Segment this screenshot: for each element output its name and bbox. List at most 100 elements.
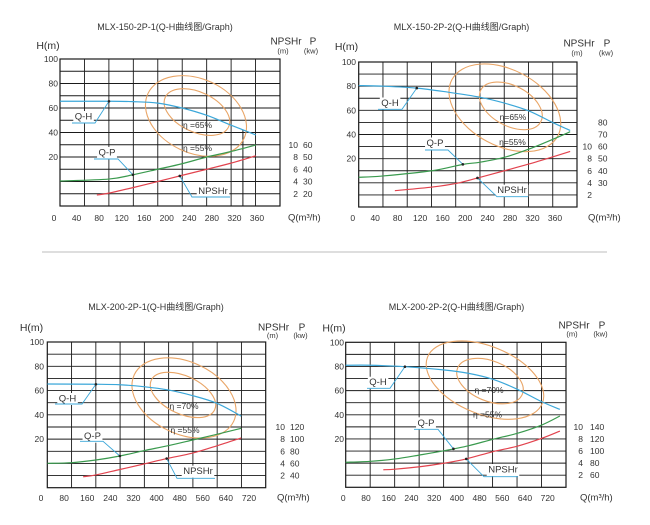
efficiency-label: η=55% <box>499 137 526 147</box>
series-anchor-marker <box>107 99 111 103</box>
y-tick-label: 40 <box>35 410 45 420</box>
y-tick-label: 40 <box>347 130 357 140</box>
x-tick-label: 0 <box>341 493 346 503</box>
chart-mlx-200-2p-2: η =70% η =55% Q-H Q-P NPSHr MLX-200-2P-2(Q-H曲… <box>322 301 612 504</box>
power-tick-label: 40 <box>303 164 313 174</box>
power-tick-label: 80 <box>598 117 608 127</box>
power-tick-label: 100 <box>590 446 604 456</box>
power-unit-label: (kw) <box>593 330 608 339</box>
y-tick-label: 100 <box>342 57 356 67</box>
series-label-leader <box>80 440 121 457</box>
series-label-q-h: Q-H <box>369 377 387 388</box>
series-anchor-marker <box>118 454 122 458</box>
y-axis-label: H(m) <box>322 322 345 334</box>
x-tick-label: 480 <box>472 493 486 503</box>
series-label-leader <box>367 366 406 389</box>
power-tick-label: 50 <box>598 154 608 164</box>
npshr-unit-label: (m) <box>267 331 279 340</box>
y-axis-label: H(m) <box>335 41 358 53</box>
series-label-q-p: Q-P <box>418 418 435 429</box>
npshr-axis-label: NPSHr <box>258 323 290 334</box>
curve-npshr <box>83 437 242 478</box>
chart-title: MLX-200-2P-2(Q-H曲线图/Graph) <box>389 301 525 312</box>
npshr-tick-label: 6 <box>578 446 583 456</box>
x-tick-label: 80 <box>393 213 403 223</box>
power-tick-label: 60 <box>290 458 300 468</box>
series-anchor-marker <box>452 447 455 451</box>
series-label-leader <box>166 458 215 479</box>
x-tick-label: 240 <box>404 493 418 503</box>
series-anchor-marker <box>178 174 182 178</box>
power-tick-label: 80 <box>290 446 300 456</box>
npshr-tick-label: 8 <box>587 154 592 164</box>
grid <box>345 341 567 488</box>
curve-npshr <box>96 155 257 196</box>
plot-frame <box>59 58 281 207</box>
efficiency-label: η =55% <box>473 409 503 419</box>
x-tick-label: 160 <box>80 493 94 503</box>
series-label-npshr: NPSHr <box>497 185 527 196</box>
npshr-tick-label: 2 <box>280 471 285 481</box>
y-tick-label: 20 <box>49 152 59 162</box>
x-tick-label: 120 <box>115 213 129 223</box>
npshr-tick-label: 8 <box>578 434 583 444</box>
efficiency-contour <box>456 357 524 405</box>
power-tick-label: 50 <box>303 152 313 162</box>
curve-npshr <box>394 150 571 192</box>
y-tick-label: 80 <box>49 79 59 89</box>
series-label-leader <box>94 158 134 176</box>
y-tick-label: 60 <box>49 103 59 113</box>
npshr-axis-label: NPSHr <box>558 321 590 332</box>
chart-title: MLX-150-2P-1(Q-H曲线图/Graph) <box>97 21 233 32</box>
grid <box>46 341 267 489</box>
npshr-tick-label: 4 <box>280 458 285 468</box>
power-tick-label: 70 <box>598 130 608 140</box>
series-label-leader <box>55 383 97 405</box>
power-tick-label: 20 <box>303 189 313 199</box>
y-axis-label: H(m) <box>20 322 43 334</box>
x-tick-label: 720 <box>242 493 256 503</box>
npshr-tick-label: 4 <box>293 177 298 187</box>
series-anchor-marker <box>131 173 135 177</box>
series-label-leader <box>465 458 518 478</box>
x-tick-label: 480 <box>173 493 187 503</box>
series-label-background <box>379 97 401 110</box>
series-label-q-h: Q-H <box>381 98 399 109</box>
npshr-tick-label: 10 <box>583 142 593 152</box>
efficiency-label: η=65% <box>500 112 527 122</box>
y-tick-label: 80 <box>35 361 45 371</box>
efficiency-contour <box>478 81 543 131</box>
npshr-tick-label: 10 <box>574 422 584 432</box>
x-tick-label: 320 <box>227 213 241 223</box>
y-tick-label: 60 <box>347 105 357 115</box>
x-tick-label: 40 <box>370 213 380 223</box>
series-label-q-p: Q-P <box>427 138 444 149</box>
x-tick-label: 640 <box>518 493 532 503</box>
efficiency-label: η =65% <box>183 120 213 130</box>
npshr-tick-label: 8 <box>280 434 285 444</box>
y-tick-label: 100 <box>330 337 344 347</box>
x-tick-label: 0 <box>52 213 57 223</box>
x-tick-label: 200 <box>458 213 472 223</box>
x-tick-label: 160 <box>137 213 151 223</box>
x-axis-label: Q(m³/h) <box>288 213 321 224</box>
x-tick-label: 320 <box>427 493 441 503</box>
series-anchor-marker <box>403 365 407 369</box>
x-tick-label: 240 <box>103 493 117 503</box>
x-tick-label: 160 <box>382 493 396 503</box>
series-label-background <box>82 430 103 443</box>
y-tick-label: 20 <box>335 434 345 444</box>
npshr-tick-label: 4 <box>587 178 592 188</box>
x-axis-label: Q(m³/h) <box>580 493 613 504</box>
efficiency-label: η =55% <box>183 143 213 153</box>
y-tick-label: 100 <box>30 337 44 347</box>
series-label-leader <box>414 428 454 450</box>
series-label-leader <box>378 87 418 110</box>
curve-q-h <box>358 84 571 132</box>
x-axis-label: Q(m³/h) <box>277 493 310 504</box>
efficiency-label: η =55% <box>170 425 200 435</box>
series-anchor-marker <box>415 86 419 90</box>
series-label-background <box>73 111 94 123</box>
y-tick-label: 60 <box>335 386 345 396</box>
x-tick-label: 80 <box>361 493 371 503</box>
